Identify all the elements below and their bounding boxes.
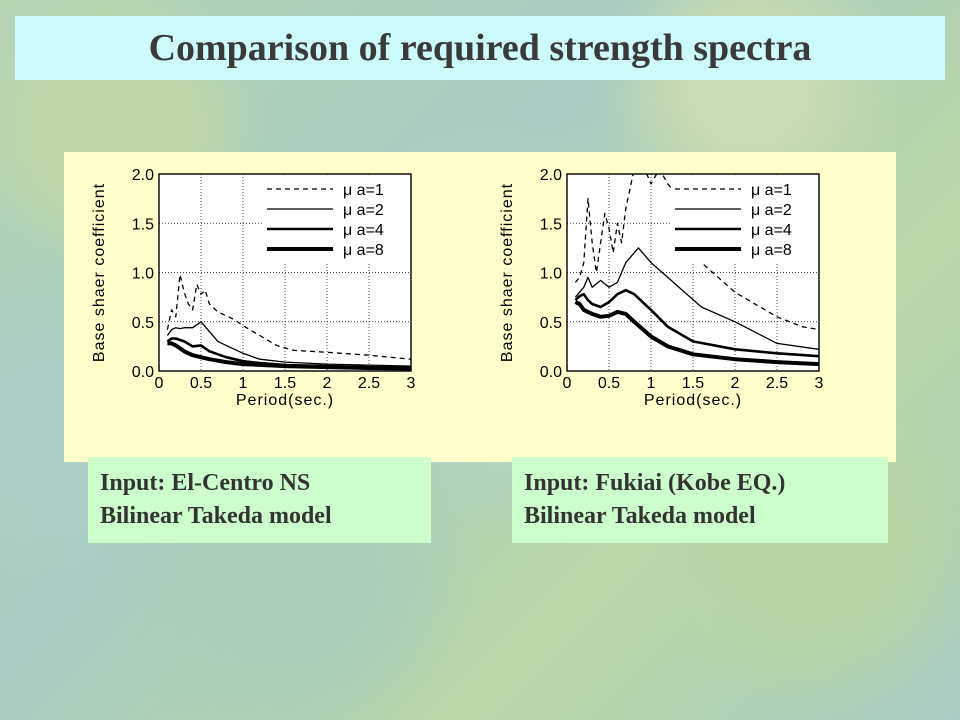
series-line-3 [574, 288, 819, 358]
legend-label: μ a=8 [343, 242, 384, 259]
legend-label: μ a=2 [343, 202, 384, 219]
caption-model: Bilinear Takeda model [524, 503, 756, 529]
plot-frame [566, 173, 820, 372]
y-tick-label: 0.5 [132, 315, 154, 332]
x-tick-label: 2.5 [358, 375, 380, 392]
legend-label: μ a=1 [751, 182, 792, 199]
x-tick-label: 2 [323, 375, 332, 392]
x-tick-label: 2 [731, 375, 740, 392]
x-tick-label: 1 [239, 375, 248, 392]
y-tick-label: 0.0 [540, 364, 562, 381]
series-line-2 [166, 321, 411, 367]
y-tick-label: 1.0 [132, 266, 154, 283]
x-tick-label: 1.5 [682, 375, 704, 392]
x-tick-label: 0 [155, 375, 164, 392]
y-tick-label: 2.0 [540, 167, 562, 184]
caption-fukiai: Input: Fukiai (Kobe EQ.) Bilinear Takeda… [512, 457, 888, 543]
x-tick-label: 0.5 [598, 375, 620, 392]
x-tick-label: 0.5 [190, 375, 212, 392]
y-tick-label: 2.0 [132, 167, 154, 184]
chart-fukiai: 0 0.5 1 1.5 2 2.5 3 0.0 0.5 1.0 1.5 2.0 Period(sec.)… [499, 167, 824, 409]
caption-input: Input: El-Centro NS [100, 470, 311, 496]
caption-model: Bilinear Takeda model [100, 503, 332, 529]
legend-label: μ a=4 [751, 222, 792, 239]
slide-title: Comparison of required strength spectra [148, 27, 812, 69]
series-line-4 [167, 341, 411, 371]
y-tick-label: 0.5 [540, 315, 562, 332]
caption-input: Input: Fukiai (Kobe EQ.) [524, 470, 786, 496]
y-tick-label: 0.0 [132, 364, 154, 381]
y-tick-label: 1.0 [540, 266, 562, 283]
plot-panel: 0 0.5 1 1.5 2 2.5 3 0.0 0.5 1.0 1.5 2.0 Period(sec.)… [64, 152, 896, 462]
legend-label: μ a=2 [751, 202, 792, 219]
series-line-2 [574, 247, 819, 350]
x-tick-label: 1 [647, 375, 656, 392]
x-tick-label: 2.5 [766, 375, 788, 392]
y-axis-label: Base shaer coefficient [91, 183, 108, 362]
chart-el-centro: 0 0.5 1 1.5 2 2.5 3 0.0 0.5 1.0 1.5 2.0 Period(sec.)… [91, 167, 416, 409]
y-tick-label: 1.5 [540, 216, 562, 233]
x-tick-label: 0 [563, 375, 572, 392]
caption-el-centro: Input: El-Centro NS Bilinear Takeda mode… [88, 457, 431, 543]
x-tick-label: 1.5 [274, 375, 296, 392]
x-axis-label: Period(sec.) [644, 392, 742, 409]
y-tick-label: 1.5 [132, 216, 154, 233]
x-tick-label: 3 [407, 375, 416, 392]
legend-label: μ a=4 [343, 222, 384, 239]
y-axis-label: Base shaer coefficient [499, 183, 516, 362]
legend-label: μ a=8 [751, 242, 792, 259]
series-line-4 [574, 300, 819, 367]
x-axis-label: Period(sec.) [236, 392, 334, 409]
title-banner: Comparison of required strength spectra [15, 16, 945, 80]
series-line-1 [166, 273, 411, 360]
plot-frame [158, 173, 412, 372]
legend-label: μ a=1 [343, 182, 384, 199]
x-tick-label: 3 [815, 375, 824, 392]
